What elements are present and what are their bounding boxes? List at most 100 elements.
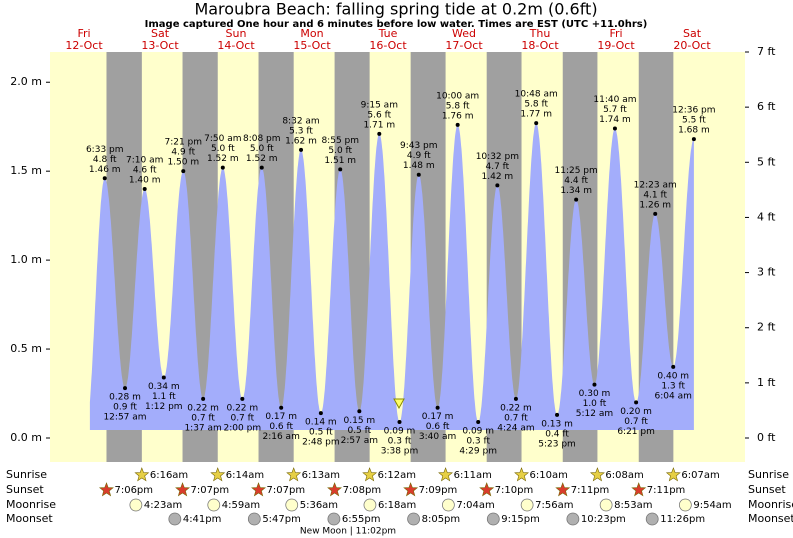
sunrise-time: 6:10am xyxy=(530,470,568,481)
tide-time: 8:55 pm xyxy=(321,136,359,146)
tide-height-m: 0.13 m xyxy=(541,419,573,429)
tide-height-m: 1.46 m xyxy=(89,165,121,175)
sunset-icon xyxy=(98,482,114,497)
sunset-icon xyxy=(251,482,267,497)
tide-height-m: 0.40 m xyxy=(657,371,689,381)
tide-time: 2:57 am xyxy=(341,436,378,446)
tide-height-m: 1.52 m xyxy=(207,154,239,164)
y2-tick-label: 0 ft xyxy=(757,431,776,444)
tide-height-ft: 0.4 ft xyxy=(545,429,569,439)
tide-height-ft: 5.6 ft xyxy=(367,110,391,120)
day-date: 13-Oct xyxy=(141,39,179,52)
tide-height-m: 1.34 m xyxy=(560,186,592,196)
chart-title: Maroubra Beach: falling spring tide at 0… xyxy=(194,0,597,19)
tide-height-m: 0.22 m xyxy=(187,403,219,413)
row-label: Moonset xyxy=(748,512,793,525)
tide-point xyxy=(574,197,579,202)
sunrise-time: 6:14am xyxy=(226,470,264,481)
y-tick-label: 2.0 m xyxy=(10,75,42,88)
day-date: 16-Oct xyxy=(369,39,407,52)
tide-time: 6:21 pm xyxy=(617,427,655,437)
row-label: Sunset xyxy=(6,483,44,496)
y2-tick-label: 4 ft xyxy=(757,210,776,223)
tide-height-m: 1.71 m xyxy=(363,120,395,130)
tide-point xyxy=(181,169,186,174)
tide-time: 12:57 am xyxy=(103,413,146,423)
sunset-time: 7:09pm xyxy=(419,485,458,496)
tide-height-m: 0.30 m xyxy=(579,389,611,399)
tide-height-m: 0.22 m xyxy=(226,403,258,413)
tide-height-ft: 0.6 ft xyxy=(269,422,293,432)
tide-height-ft: 0.7 ft xyxy=(230,413,254,423)
tide-height-ft: 5.8 ft xyxy=(524,100,548,110)
tide-height-ft: 5.0 ft xyxy=(250,144,274,154)
day-name: Fri xyxy=(609,27,622,40)
tide-height-m: 1.68 m xyxy=(678,126,710,136)
moonrise-icon xyxy=(129,498,143,512)
y2-tick-label: 1 ft xyxy=(757,376,776,389)
sunrise-icon xyxy=(134,467,150,482)
tide-height-m: 0.17 m xyxy=(265,412,297,422)
tide-point xyxy=(555,412,560,417)
tide-point xyxy=(220,165,225,170)
sunset-time: 7:08pm xyxy=(343,485,382,496)
moonset-time: 9:15pm xyxy=(501,514,540,525)
sunrise-icon xyxy=(286,467,302,482)
tide-point xyxy=(102,176,107,181)
tide-point xyxy=(357,409,362,414)
sunset-time: 7:06pm xyxy=(114,485,153,496)
day-date: 14-Oct xyxy=(217,39,255,52)
tide-point xyxy=(612,126,617,131)
tide-height-ft: 0.7 ft xyxy=(624,417,648,427)
y-tick-label: 0.5 m xyxy=(10,342,42,355)
moonrise-time: 7:56am xyxy=(535,500,573,511)
tide-point xyxy=(476,419,481,424)
tide-point xyxy=(299,147,304,152)
sunset-time: 7:11pm xyxy=(647,485,686,496)
tide-point xyxy=(495,183,500,188)
tide-time: 9:43 pm xyxy=(400,141,438,151)
tide-height-ft: 0.3 ft xyxy=(388,436,412,446)
tide-area xyxy=(89,123,694,430)
tide-time: 5:12 am xyxy=(576,409,613,419)
tide-time: 11:40 am xyxy=(593,95,636,105)
tide-time: 4:29 pm xyxy=(459,446,497,456)
tide-height-m: 1.77 m xyxy=(520,110,552,120)
moonrise-time: 6:18am xyxy=(378,500,416,511)
tide-point xyxy=(397,419,402,424)
day-date: 19-Oct xyxy=(597,39,635,52)
moonrise-time: 4:23am xyxy=(144,500,182,511)
tide-height-m: 1.42 m xyxy=(482,172,514,182)
y2-tick-label: 2 ft xyxy=(757,321,776,334)
tide-height-ft: 5.0 ft xyxy=(328,146,352,156)
moonrise-icon xyxy=(678,498,692,512)
moonset-time: 6:55pm xyxy=(342,514,381,525)
tide-height-ft: 1.1 ft xyxy=(152,392,176,402)
tide-time: 2:00 pm xyxy=(224,423,262,433)
sunset-time: 7:11pm xyxy=(571,485,610,496)
day-name: Wed xyxy=(452,27,476,40)
sunrise-time: 6:12am xyxy=(378,470,416,481)
tide-point xyxy=(691,137,696,142)
tide-point xyxy=(318,411,323,416)
chart-subtitle: Image captured One hour and 6 minutes be… xyxy=(145,19,648,30)
tide-height-m: 1.74 m xyxy=(599,115,631,125)
sunrise-icon xyxy=(210,467,226,482)
tide-height-ft: 4.9 ft xyxy=(407,151,431,161)
tide-height-ft: 5.8 ft xyxy=(446,101,470,111)
tide-height-ft: 0.7 ft xyxy=(191,413,215,423)
tide-time: 12:36 pm xyxy=(672,106,715,116)
tide-point xyxy=(201,396,206,401)
tide-height-ft: 4.1 ft xyxy=(643,190,667,200)
tide-height-ft: 1.0 ft xyxy=(583,399,607,409)
tide-time: 10:48 am xyxy=(515,90,558,100)
y2-tick-label: 7 ft xyxy=(757,45,776,58)
sunrise-time: 6:07am xyxy=(681,470,719,481)
tide-height-m: 1.48 m xyxy=(403,161,435,171)
moonrise-icon xyxy=(520,498,534,512)
row-label: Sunrise xyxy=(748,468,789,481)
tide-height-ft: 4.9 ft xyxy=(171,148,195,158)
sunset-time: 7:07pm xyxy=(267,485,306,496)
tide-point xyxy=(592,382,597,387)
